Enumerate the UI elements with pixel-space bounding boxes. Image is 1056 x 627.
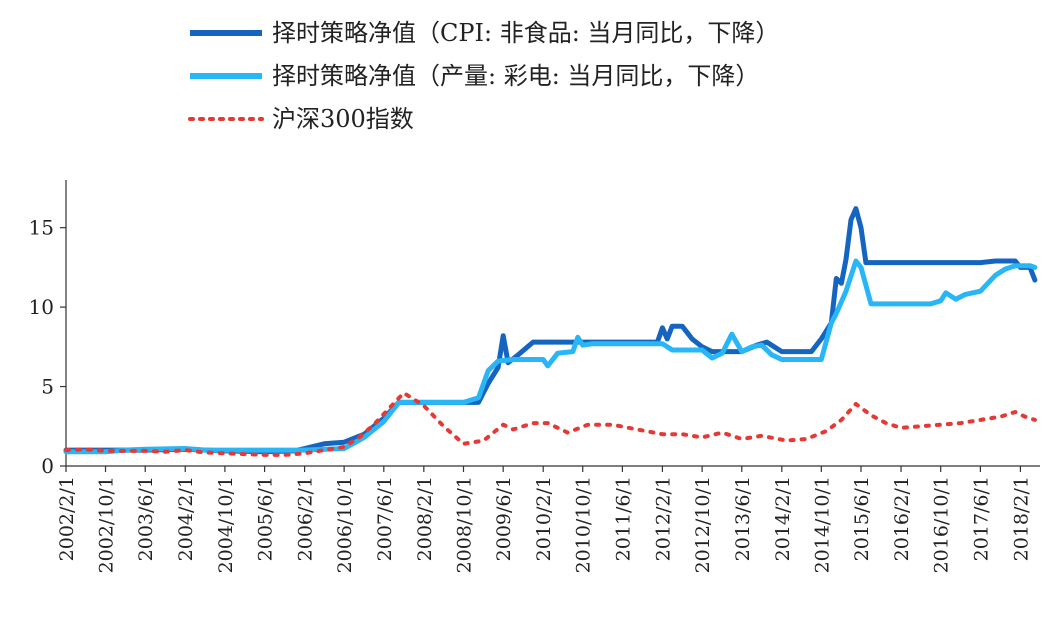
y-tick-label: 15 [29,216,54,240]
series-line-1 [63,206,1038,455]
x-tick-label: 2016/2/1 [891,476,913,561]
x-tick-label: 2010/10/1 [573,476,595,573]
x-tick-label: 2014/10/1 [811,476,833,573]
x-tick-label: 2013/6/1 [732,476,754,561]
y-tick-label: 0 [41,454,54,478]
x-tick-label: 2004/10/1 [215,476,237,573]
x-tick-label: 2018/2/1 [1010,476,1032,561]
x-tick-label: 2012/2/1 [652,476,674,561]
series-line-3 [64,390,1037,457]
legend: 择时策略净值（CPI: 非食品: 当月同比，下降） 择时策略净值（产量: 彩电: … [188,19,779,133]
x-tick-label: 2008/2/1 [414,476,436,561]
x-tick-label: 2003/6/1 [135,476,157,561]
x-tick-label: 2010/2/1 [533,476,555,561]
legend-label-1: 择时策略净值（CPI: 非食品: 当月同比，下降） [272,19,779,47]
x-tick-label: 2007/6/1 [374,476,396,561]
y-tick-label: 10 [29,295,54,319]
series-line-2 [63,258,1038,455]
x-tick-label: 2002/10/1 [96,476,118,573]
x-tick-label: 2008/10/1 [454,476,476,573]
x-tick-label: 2006/10/1 [334,476,356,573]
x-tick-label: 2012/10/1 [692,476,714,573]
x-tick-label: 2002/2/1 [56,476,78,561]
series-layer [63,206,1038,457]
legend-label-3: 沪深300指数 [272,105,414,133]
x-tick-label: 2004/2/1 [175,476,197,561]
x-tick-label: 2017/6/1 [970,476,992,561]
x-tick-label: 2009/6/1 [493,476,515,561]
x-tick-label: 2015/6/1 [851,476,873,561]
x-tick-label: 2005/6/1 [255,476,277,561]
x-tick-label: 2011/6/1 [612,476,634,561]
legend-label-2: 择时策略净值（产量: 彩电: 当月同比，下降） [272,62,759,90]
y-tick-label: 5 [41,375,54,399]
axes: 0 5 10 15 2002/2/1 2002/10/1 2003/6/1 2004/2/1 2… [29,180,1040,573]
x-tick-label: 2014/2/1 [772,476,794,561]
x-tick-label: 2006/2/1 [295,476,317,561]
x-tick-label: 2016/10/1 [931,476,953,573]
